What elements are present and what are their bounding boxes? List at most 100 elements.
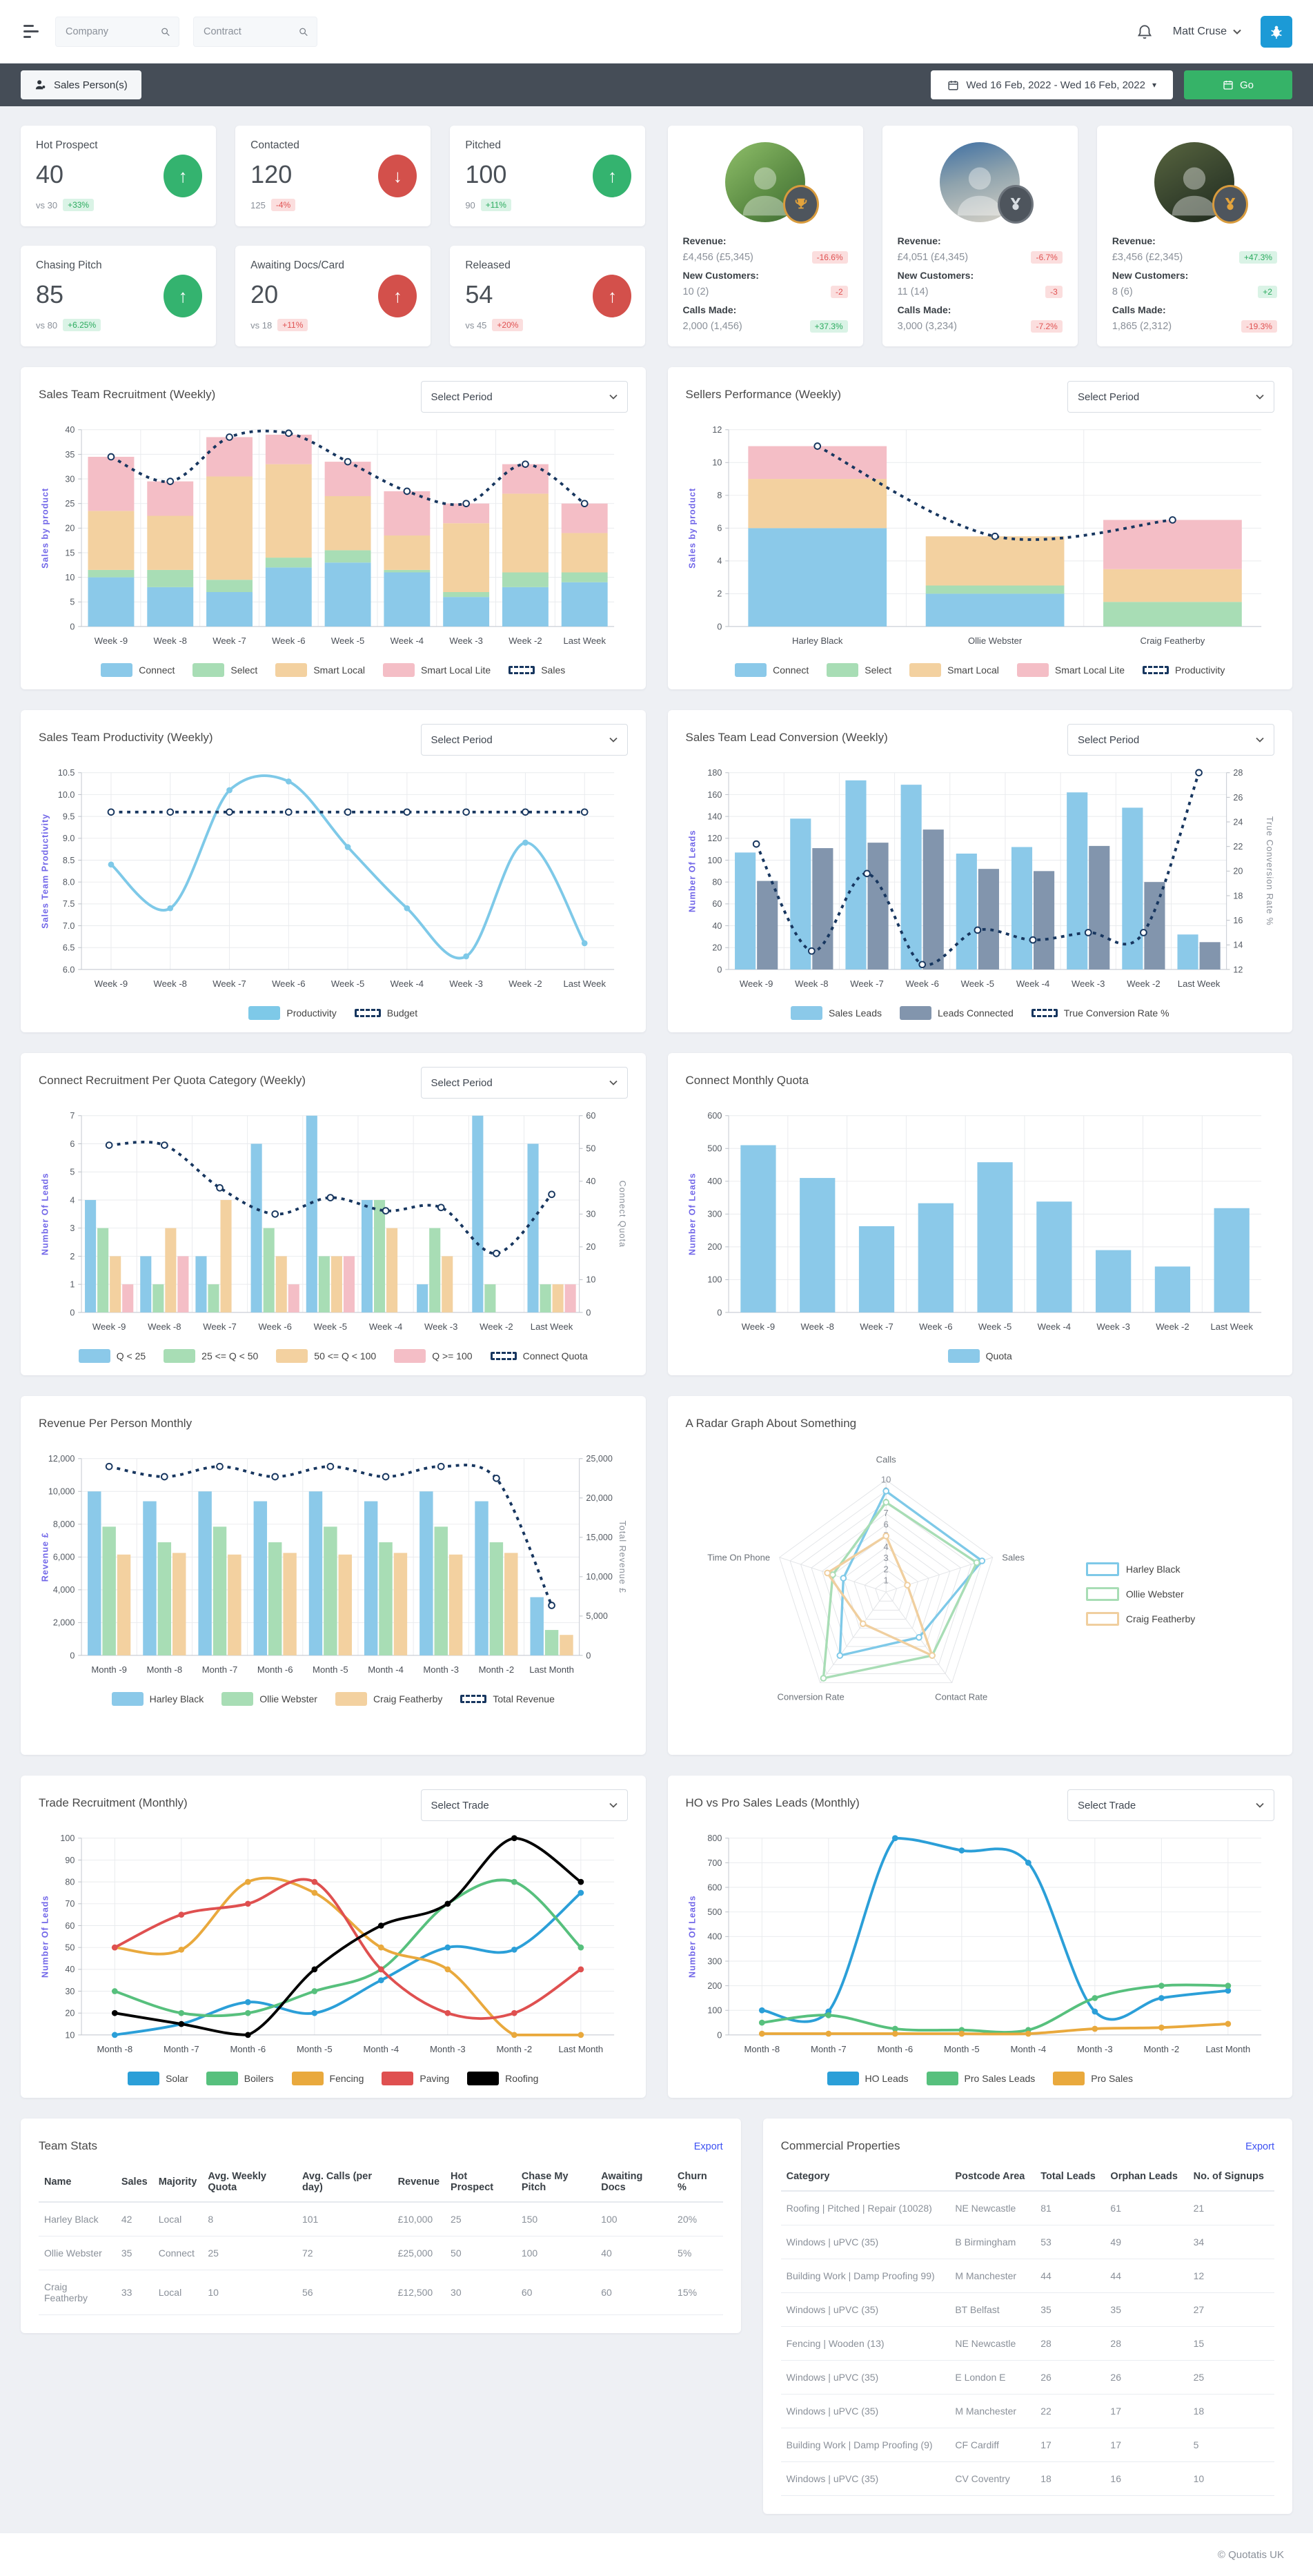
svg-text:Revenue £: Revenue £ bbox=[41, 1532, 50, 1582]
person-stat: Revenue: £3,456 (£2,345) +47.3% bbox=[1112, 235, 1277, 264]
svg-text:4: 4 bbox=[70, 1195, 75, 1205]
user-menu[interactable]: Matt Cruse bbox=[1173, 26, 1241, 38]
svg-text:6: 6 bbox=[883, 1519, 888, 1529]
table-cell: 16 bbox=[1105, 2461, 1188, 2496]
svg-text:20: 20 bbox=[712, 943, 722, 953]
stat-row: £4,051 (£4,345) -6.7% bbox=[898, 251, 1063, 264]
legend-swatch bbox=[790, 1006, 822, 1020]
svg-text:Harley Black: Harley Black bbox=[792, 636, 843, 646]
svg-text:10.5: 10.5 bbox=[58, 768, 75, 778]
caret-down-icon: ▾ bbox=[1152, 80, 1156, 90]
legend-item: Connect bbox=[101, 663, 175, 677]
panel-title: Connect Recruitment Per Quota Category (… bbox=[39, 1074, 306, 1087]
trade-select[interactable]: Select Trade bbox=[1067, 1789, 1274, 1821]
legend-item: Q >= 100 bbox=[394, 1349, 473, 1363]
search-icon bbox=[299, 28, 308, 36]
svg-text:Time On Phone: Time On Phone bbox=[707, 1553, 770, 1563]
legend-swatch bbox=[1053, 2072, 1085, 2085]
svg-text:Week -7: Week -7 bbox=[860, 1321, 893, 1332]
period-select[interactable]: Select Period bbox=[420, 724, 628, 756]
table-row: Windows | uPVC (35) CV Coventry 18 16 10 bbox=[780, 2461, 1274, 2496]
period-select[interactable]: Select Period bbox=[1067, 724, 1274, 756]
legend-item: Productivity bbox=[1143, 663, 1225, 677]
bug-report-button[interactable] bbox=[1261, 15, 1292, 48]
legend-swatch bbox=[192, 663, 225, 677]
period-select[interactable]: Select Period bbox=[1067, 381, 1274, 413]
table-row: Building Work | Damp Proofing (9) CF Card… bbox=[780, 2428, 1274, 2462]
stat-change-badge: -6.7% bbox=[1031, 251, 1063, 264]
period-select[interactable]: Select Period bbox=[420, 1067, 628, 1099]
menu-icon[interactable] bbox=[21, 22, 41, 41]
legend-label: Paving bbox=[419, 2073, 450, 2084]
legend-item: Connect bbox=[735, 663, 809, 677]
svg-text:10: 10 bbox=[65, 573, 75, 582]
svg-text:120: 120 bbox=[707, 834, 722, 843]
calendar-icon bbox=[1223, 81, 1233, 90]
stat-change-badge: -2 bbox=[830, 286, 848, 298]
svg-text:6: 6 bbox=[70, 1139, 75, 1149]
trade-select[interactable]: Select Trade bbox=[420, 1789, 628, 1821]
go-button[interactable]: Go bbox=[1183, 70, 1292, 99]
table-cell: 44 bbox=[1105, 2259, 1188, 2293]
arrow-up-icon: ↑ bbox=[593, 155, 632, 197]
svg-text:Week -3: Week -3 bbox=[1096, 1321, 1129, 1332]
table-cell: 101 bbox=[296, 2202, 393, 2236]
table-cell: B Birmingham bbox=[949, 2225, 1036, 2259]
legend-item: Productivity bbox=[248, 1006, 337, 1020]
svg-text:180: 180 bbox=[707, 768, 722, 778]
table-cell: 22 bbox=[1035, 2394, 1105, 2428]
svg-text:6.0: 6.0 bbox=[63, 965, 75, 974]
svg-text:600: 600 bbox=[707, 1882, 722, 1892]
stat-change-badge: +37.3% bbox=[809, 320, 848, 333]
svg-text:Last Month: Last Month bbox=[1205, 2044, 1250, 2054]
legend-label: 25 <= Q < 50 bbox=[201, 1350, 259, 1361]
kpi-change-badge: +33% bbox=[63, 199, 95, 211]
legend-swatch bbox=[467, 2072, 500, 2085]
company-search-input[interactable] bbox=[64, 25, 155, 38]
legend-item: True Conversion Rate % bbox=[1031, 1006, 1169, 1020]
chart-legend: Productivity Budget bbox=[39, 1006, 628, 1020]
panel-title: A Radar Graph About Something bbox=[685, 1417, 857, 1430]
legend-item: Fencing bbox=[291, 2072, 364, 2085]
legend-item: Smart Local Lite bbox=[383, 663, 491, 677]
svg-text:0: 0 bbox=[586, 1308, 591, 1317]
svg-text:7.5: 7.5 bbox=[63, 899, 75, 909]
stat-row: £3,456 (£2,345) +47.3% bbox=[1112, 251, 1277, 264]
legend-item: Boilers bbox=[206, 2072, 274, 2085]
top-header: Matt Cruse bbox=[0, 0, 1313, 63]
svg-text:35: 35 bbox=[65, 450, 75, 460]
notifications-bell-icon[interactable] bbox=[1136, 23, 1154, 41]
legend-label: Fencing bbox=[329, 2073, 364, 2084]
legend-swatch bbox=[291, 2072, 324, 2085]
avatar-wrap bbox=[725, 142, 820, 224]
select-value: Select Period bbox=[1078, 734, 1140, 746]
chevron-down-icon bbox=[609, 1080, 618, 1085]
people-grid: Revenue: £4,456 (£5,345) -16.6% New Custome… bbox=[667, 126, 1293, 346]
stat-label: Revenue: bbox=[1112, 235, 1156, 246]
chart-canvas: 6.0 6.5 7.0 7.5 8.0 8.5 9.0 9.5 10.0 10.5 Week -9 W… bbox=[41, 768, 615, 989]
svg-text:Week -4: Week -4 bbox=[369, 1321, 402, 1332]
table-cell: 15% bbox=[672, 2270, 723, 2315]
svg-text:Week -2: Week -2 bbox=[509, 636, 542, 646]
dashboard-content: Hot Prospect 40 vs 30 +33% ↑ Contacted 120 125-… bbox=[0, 106, 1313, 2533]
svg-text:Week -8: Week -8 bbox=[154, 979, 187, 989]
sales-person-button[interactable]: Sales Person(s) bbox=[21, 70, 141, 99]
stat-label: Calls Made: bbox=[682, 304, 737, 315]
period-select[interactable]: Select Period bbox=[420, 381, 628, 413]
svg-text:6: 6 bbox=[717, 524, 722, 533]
kpi-value: 20 bbox=[250, 280, 279, 308]
legend-label: Q >= 100 bbox=[432, 1350, 473, 1361]
chart-canvas: 0 1 2 3 4 5 6 7 0 10 20 30 40 50 60 Week -9 Week -8 Week … bbox=[41, 1111, 627, 1332]
table-cell: 18 bbox=[1187, 2394, 1274, 2428]
export-link[interactable]: Export bbox=[693, 2141, 723, 2152]
stat-change-badge: -3 bbox=[1045, 286, 1063, 298]
contract-search-input[interactable] bbox=[202, 25, 293, 38]
svg-text:9.5: 9.5 bbox=[63, 812, 75, 821]
kpi-change-badge: +20% bbox=[492, 319, 524, 331]
panel-title: Trade Recruitment (Monthly) bbox=[39, 1796, 188, 1809]
panel-sellers-performance: Sellers Performance (Weekly) Select Peri… bbox=[667, 367, 1292, 689]
date-range-picker[interactable]: Wed 16 Feb, 2022 - Wed 16 Feb, 2022 ▾ bbox=[931, 70, 1173, 99]
table-cell: 150 bbox=[515, 2202, 596, 2236]
select-value: Select Trade bbox=[1078, 1799, 1136, 1811]
export-link[interactable]: Export bbox=[1245, 2141, 1274, 2152]
